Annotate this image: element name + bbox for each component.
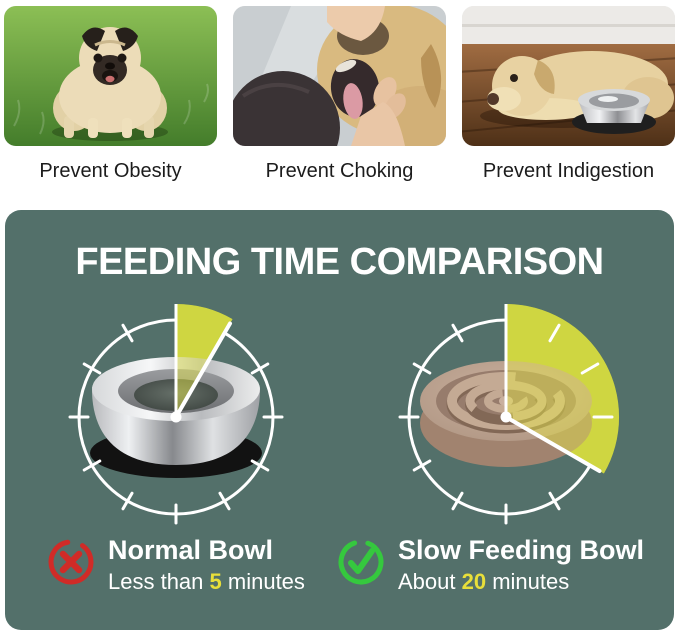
photo-mouth-check: [233, 6, 446, 146]
clock-dial-over: [68, 303, 284, 525]
normal-bowl-clock: [68, 303, 284, 525]
fat-pug-illustration: [4, 6, 217, 146]
normal-bowl-text: Normal Bowl Less than 5 minutes: [108, 535, 305, 595]
clock-dial-over: [398, 304, 620, 525]
hour-tick: [548, 323, 561, 343]
slow-bowl-minutes-value: 20: [461, 569, 487, 594]
cross-icon: [48, 539, 94, 585]
hour-tick: [548, 491, 561, 511]
hour-tick: [451, 323, 464, 343]
feeding-time-comparison-panel: FEEDING TIME COMPARISON: [5, 210, 674, 630]
hour-tick: [412, 362, 432, 375]
minute-hand: [174, 321, 232, 419]
hour-tick: [580, 362, 600, 375]
normal-bowl-time: Less than 5 minutes: [108, 569, 305, 594]
caption-prevent-obesity: Prevent Obesity: [39, 160, 182, 182]
photo-fat-pug: [4, 6, 217, 146]
hour-tick: [218, 491, 231, 511]
caption-prevent-indigestion: Prevent Indigestion: [482, 160, 655, 182]
normal-bowl-label: Normal Bowl: [108, 535, 274, 565]
caption-prevent-choking: Prevent Choking: [265, 160, 414, 182]
hour-tick: [82, 362, 102, 375]
mouth-check-illustration: [233, 6, 446, 146]
check-icon: [338, 539, 384, 585]
clock-center-dot: [170, 411, 182, 423]
slow-bowl-text: Slow Feeding Bowl About 20 minutes: [398, 535, 644, 595]
slow-bowl-time: About 20 minutes: [398, 569, 570, 594]
hour-tick: [121, 491, 134, 511]
hour-tick: [121, 323, 134, 343]
normal-bowl-minutes-value: 5: [209, 569, 222, 594]
slow-feeding-bowl-clock: [398, 304, 620, 525]
slow-bowl-label: Slow Feeding Bowl: [398, 535, 645, 565]
slow-bowl-row: Slow Feeding Bowl About 20 minutes: [336, 535, 644, 595]
clock-center-dot: [500, 411, 512, 423]
normal-bowl-row: Normal Bowl Less than 5 minutes: [46, 535, 305, 595]
minute-hand: [504, 415, 602, 473]
hour-tick: [451, 491, 464, 511]
hour-tick: [250, 362, 270, 375]
photo-dog-by-bowl: [462, 6, 675, 146]
hour-tick: [82, 459, 102, 472]
hour-tick: [412, 459, 432, 472]
panel-title: FEEDING TIME COMPARISON: [75, 241, 604, 283]
hour-tick: [250, 459, 270, 472]
dog-by-bowl-illustration: [462, 6, 675, 146]
